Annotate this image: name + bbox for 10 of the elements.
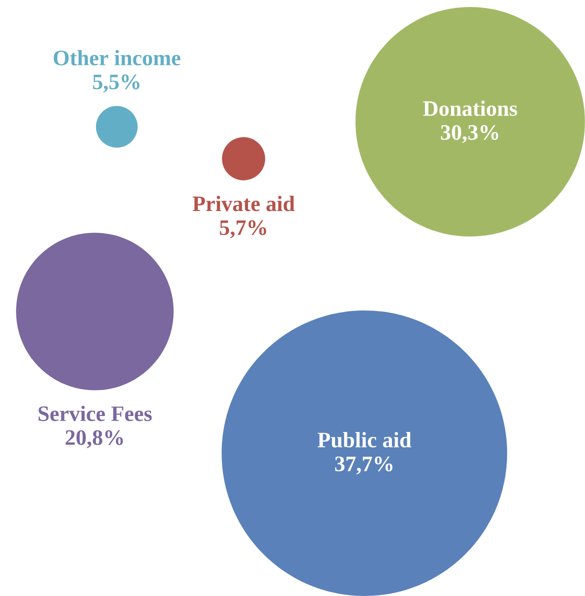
- category-label: Other income: [54, 50, 180, 66]
- category-label: Donations: [423, 100, 518, 116]
- data-label: 20,8%: [66, 430, 123, 448]
- data-label: 5,7%: [220, 220, 266, 238]
- data-label: 37,7%: [335, 456, 392, 474]
- data-label: 30,3%: [440, 125, 498, 144]
- data-label: 5,5%: [93, 74, 140, 92]
- category-label: Service Fees: [38, 406, 152, 422]
- category-label: Public aid: [318, 432, 412, 448]
- category-label: Private aid: [192, 196, 295, 212]
